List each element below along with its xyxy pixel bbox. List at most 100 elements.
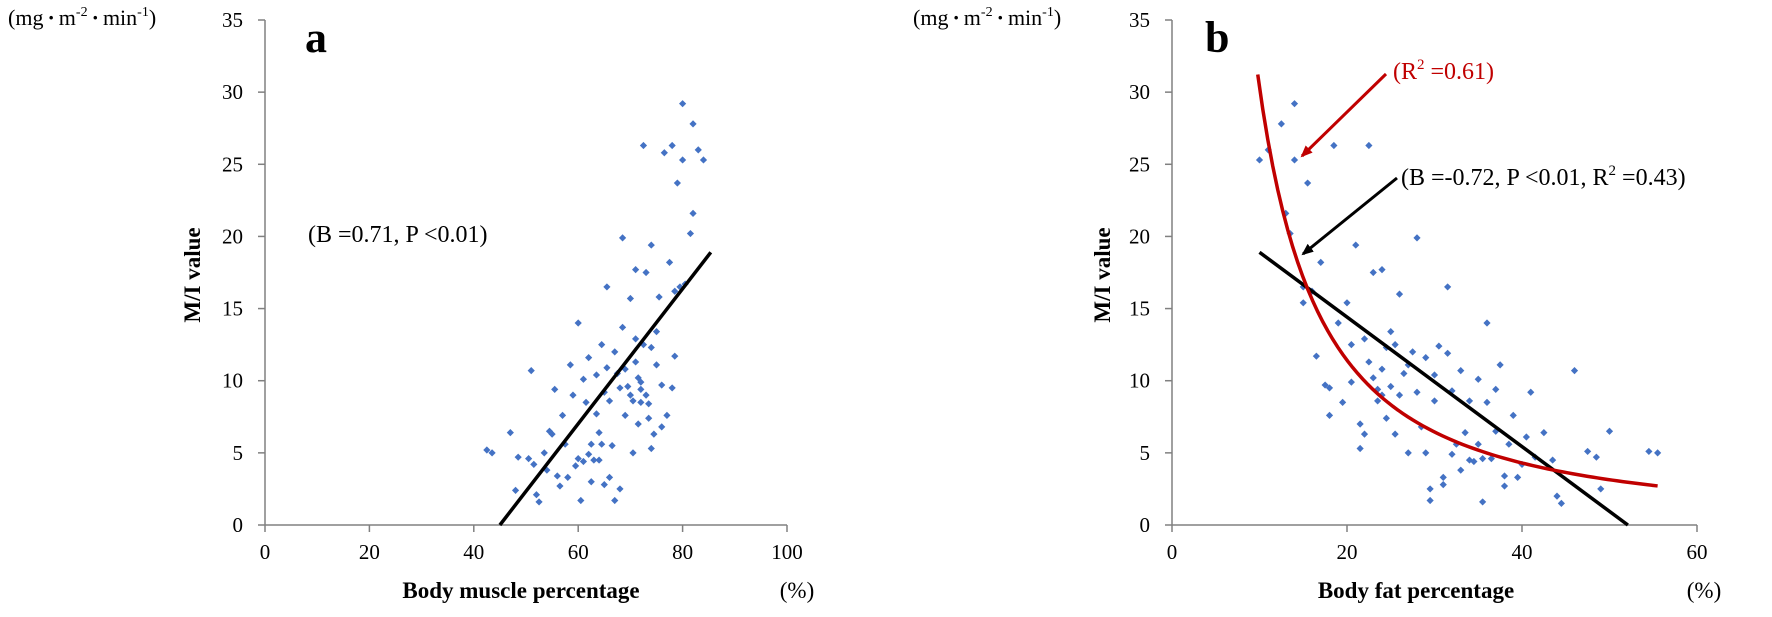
data-point — [1570, 367, 1579, 375]
data-point — [1347, 341, 1355, 349]
data-point — [1391, 341, 1399, 349]
data-point — [535, 498, 543, 506]
y-tick-label: 35 — [222, 8, 243, 32]
data-point — [1654, 449, 1662, 457]
data-point — [585, 450, 593, 458]
data-point — [1465, 456, 1474, 464]
data-point — [647, 343, 655, 352]
y-tick-label: 25 — [1129, 152, 1150, 176]
data-point — [626, 294, 634, 303]
data-point — [488, 449, 496, 457]
data-point — [1605, 427, 1614, 435]
data-point — [1374, 385, 1382, 393]
panel-b: b (mg · m-2 · min-1) M/I value Body fat perc… — [913, 5, 1721, 603]
y-tick-label: 10 — [222, 369, 243, 393]
data-point — [658, 381, 666, 389]
data-point — [673, 179, 681, 187]
data-point — [598, 440, 606, 448]
data-point — [540, 449, 548, 457]
data-point — [652, 361, 661, 369]
x-axis-label-a: Body muscle percentage — [402, 578, 639, 603]
y-tick-label: 25 — [222, 152, 243, 176]
data-point — [1312, 352, 1320, 360]
data-point — [1500, 472, 1509, 480]
axes-b — [1171, 20, 1697, 526]
data-point — [1553, 492, 1561, 500]
data-point — [632, 358, 640, 366]
data-point — [632, 266, 640, 274]
data-point — [694, 146, 702, 154]
data-point — [665, 258, 674, 266]
axes-a — [264, 20, 787, 526]
data-point — [655, 293, 663, 301]
data-point — [548, 430, 556, 438]
data-point — [1514, 473, 1522, 481]
regression-line — [1258, 250, 1629, 527]
data-point — [1592, 453, 1600, 461]
data-point — [1448, 450, 1456, 458]
data-point — [639, 341, 648, 349]
data-point — [658, 423, 666, 431]
panel-a: a (mg · m-2 · min-1) M/I value Body muscle p… — [8, 5, 814, 603]
data-point — [525, 455, 533, 463]
data-point — [1304, 179, 1312, 187]
data-point — [1360, 430, 1369, 438]
data-point — [1282, 209, 1290, 217]
data-point — [1549, 456, 1557, 464]
data-point — [1430, 371, 1439, 379]
data-point — [1422, 449, 1430, 457]
data-point — [1395, 391, 1404, 399]
data-point — [1422, 354, 1430, 362]
data-point — [624, 382, 632, 391]
regression-arrow — [1301, 176, 1398, 256]
data-point — [608, 442, 616, 450]
x-tick-label: 20 — [1337, 540, 1358, 564]
data-point — [1360, 335, 1369, 343]
data-point — [699, 156, 708, 164]
data-point — [1277, 120, 1285, 128]
data-point — [1505, 440, 1513, 448]
data-point — [618, 234, 627, 242]
data-point — [618, 323, 627, 331]
curve-b — [1256, 74, 1658, 488]
data-point — [564, 473, 572, 481]
ticks-b: 0 5 10 15 20 25 30 35 0 20 40 60 — [1129, 8, 1708, 564]
y-tick-label: 20 — [1129, 224, 1150, 248]
data-point — [1487, 455, 1495, 463]
data-point — [1645, 447, 1653, 456]
y-axis-label-a: M/I value — [180, 227, 205, 322]
data-point — [637, 385, 645, 393]
data-point — [1356, 420, 1364, 428]
data-point — [629, 397, 637, 405]
data-point — [590, 456, 598, 464]
data-point — [1522, 433, 1530, 441]
data-point — [1500, 482, 1509, 490]
data-point — [634, 374, 642, 382]
data-point — [571, 462, 580, 470]
data-point — [1492, 427, 1500, 435]
y-tick-label: 5 — [1140, 441, 1151, 465]
data-point — [1426, 496, 1434, 505]
data-point — [603, 283, 611, 291]
data-point — [671, 287, 679, 295]
data-point — [1413, 234, 1421, 242]
data-point — [577, 496, 585, 505]
data-point — [579, 375, 588, 383]
data-point — [647, 241, 655, 249]
x-tick-label: 60 — [568, 540, 589, 564]
data-point — [1290, 100, 1299, 108]
r2-annotation-b: (R2 =0.61) — [1393, 57, 1494, 85]
data-point — [660, 149, 668, 157]
data-point — [1435, 342, 1443, 350]
data-point — [1426, 485, 1434, 493]
data-point — [663, 411, 671, 419]
data-point — [506, 429, 514, 437]
data-point — [1325, 411, 1334, 419]
data-point — [532, 491, 541, 499]
data-point — [1378, 365, 1386, 373]
data-point — [686, 229, 695, 238]
data-point — [569, 391, 577, 399]
x-tick-label: 20 — [359, 540, 380, 564]
data-point — [605, 473, 614, 481]
